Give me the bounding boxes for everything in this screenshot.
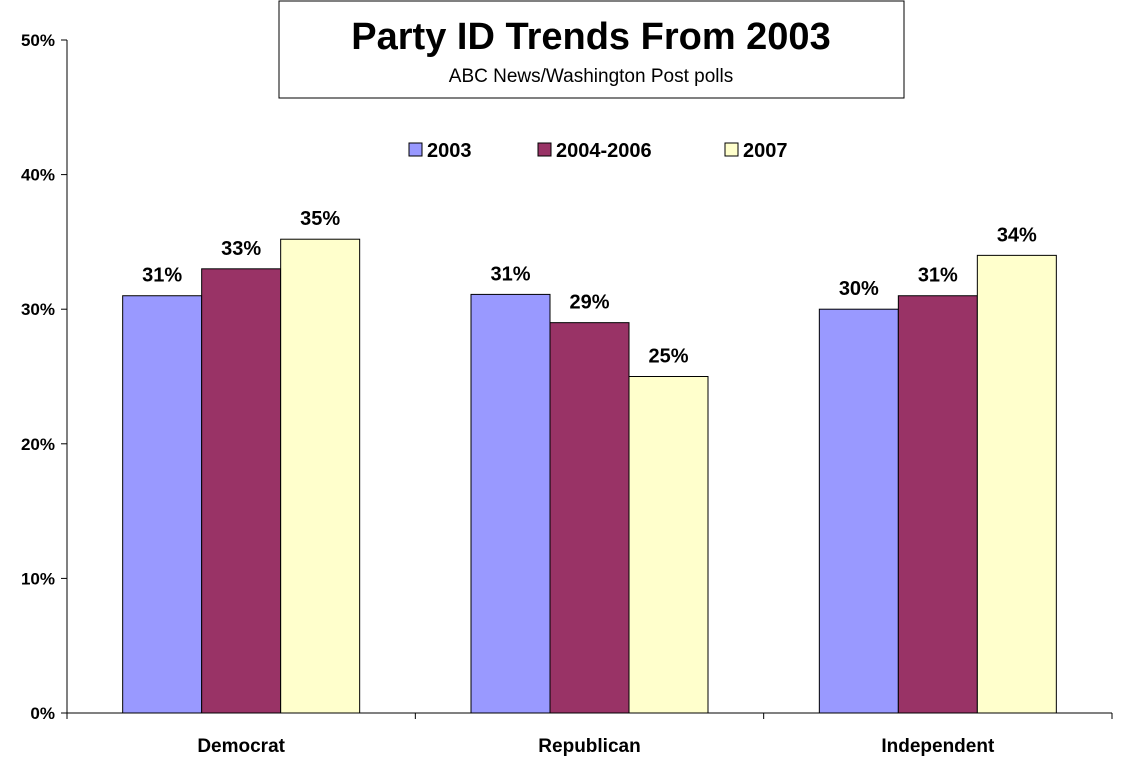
data-labels: 31% 33% 35% 31% 29% 25% 30% 31% 34% — [142, 208, 1037, 367]
axes: 0% 10% 20% 30% 40% 50% Democrat Republican Indep… — [21, 31, 1113, 757]
chart-subtitle: ABC News/Washington Post polls — [449, 66, 733, 87]
data-label: 31% — [918, 265, 958, 287]
data-label: 30% — [839, 278, 879, 300]
y-tick-label: 20% — [21, 435, 55, 454]
y-tick-label: 50% — [21, 31, 55, 50]
data-label: 34% — [997, 224, 1037, 246]
bar — [976, 254, 1057, 714]
data-label: 29% — [569, 292, 609, 314]
chart-title: Party ID Trends From 2003 — [351, 16, 830, 58]
bar — [122, 295, 203, 714]
y-tick-label: 40% — [21, 166, 55, 185]
legend-label: 2004-2006 — [556, 140, 652, 162]
bar — [897, 295, 978, 714]
data-label: 31% — [142, 265, 182, 287]
legend: 2003 2004-2006 2007 — [408, 140, 788, 162]
bar — [549, 322, 630, 714]
bar — [470, 293, 551, 714]
data-label: 25% — [648, 346, 688, 368]
category-label: Republican — [538, 736, 640, 757]
bar — [818, 308, 899, 714]
y-tick-label: 30% — [21, 300, 55, 319]
category-label: Democrat — [197, 736, 285, 757]
title-box: Party ID Trends From 2003 ABC News/Washi… — [278, 0, 905, 99]
bar — [280, 238, 361, 714]
data-label: 35% — [300, 208, 340, 230]
bar — [628, 376, 709, 714]
y-tick-label: 0% — [30, 704, 55, 723]
y-tick-label: 10% — [21, 569, 55, 588]
data-label: 31% — [490, 263, 530, 285]
bar — [201, 268, 282, 714]
data-label: 33% — [221, 238, 261, 260]
title-box-border — [278, 0, 905, 99]
legend-swatch — [724, 142, 739, 157]
category-label: Independent — [881, 736, 995, 757]
legend-swatch — [408, 142, 423, 157]
legend-label: 2003 — [427, 140, 472, 162]
bars — [122, 238, 1057, 714]
legend-swatch — [537, 142, 552, 157]
legend-label: 2007 — [743, 140, 788, 162]
